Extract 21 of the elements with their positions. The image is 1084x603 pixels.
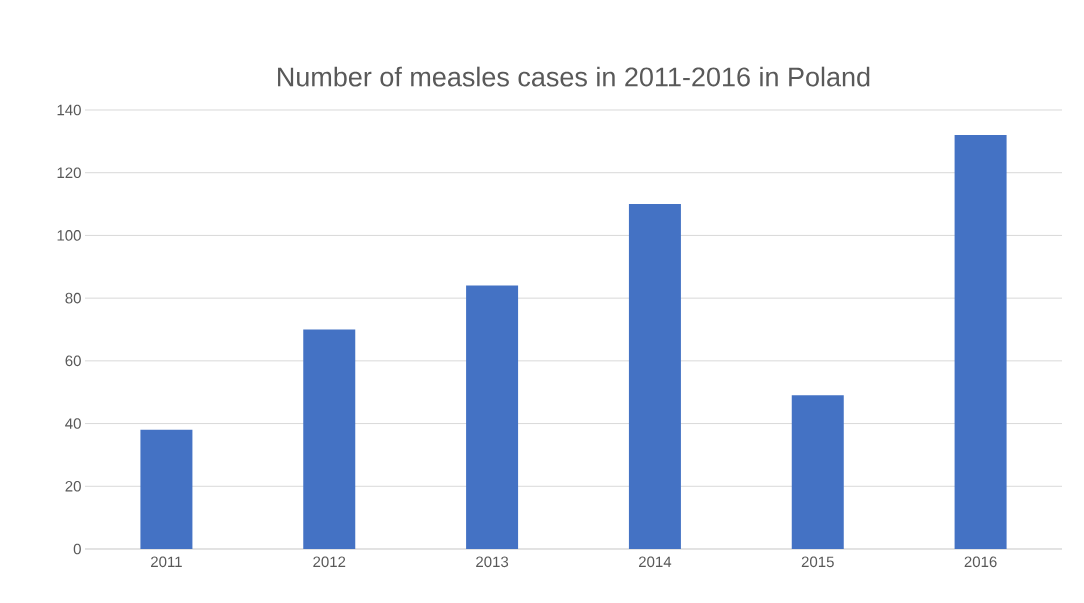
x-tick-label: 2016 <box>964 556 997 568</box>
chart-title: Number of measles cases in 2011-2016 in Poland <box>278 66 870 87</box>
y-tick-label: 60 <box>65 355 81 367</box>
y-tick-label: 0 <box>73 543 81 555</box>
y-tick-label: 100 <box>57 230 81 241</box>
y-tick-label: 140 <box>57 104 81 116</box>
bar <box>303 329 356 549</box>
y-tick-label: 80 <box>65 292 81 304</box>
x-tick-label: 2012 <box>313 556 346 568</box>
y-tick-label: 120 <box>57 167 81 179</box>
x-tick-label: 2014 <box>638 556 672 568</box>
x-tick-label: 2011 <box>151 556 182 568</box>
y-tick-label: 40 <box>65 418 81 429</box>
y-tick-label: 20 <box>65 480 81 492</box>
x-tick-label: 2013 <box>476 556 509 568</box>
bar <box>628 204 681 549</box>
bar <box>466 285 519 549</box>
bar <box>140 429 193 549</box>
x-tick-label: 2015 <box>801 556 834 568</box>
bar <box>791 395 844 549</box>
bar <box>954 135 1007 549</box>
